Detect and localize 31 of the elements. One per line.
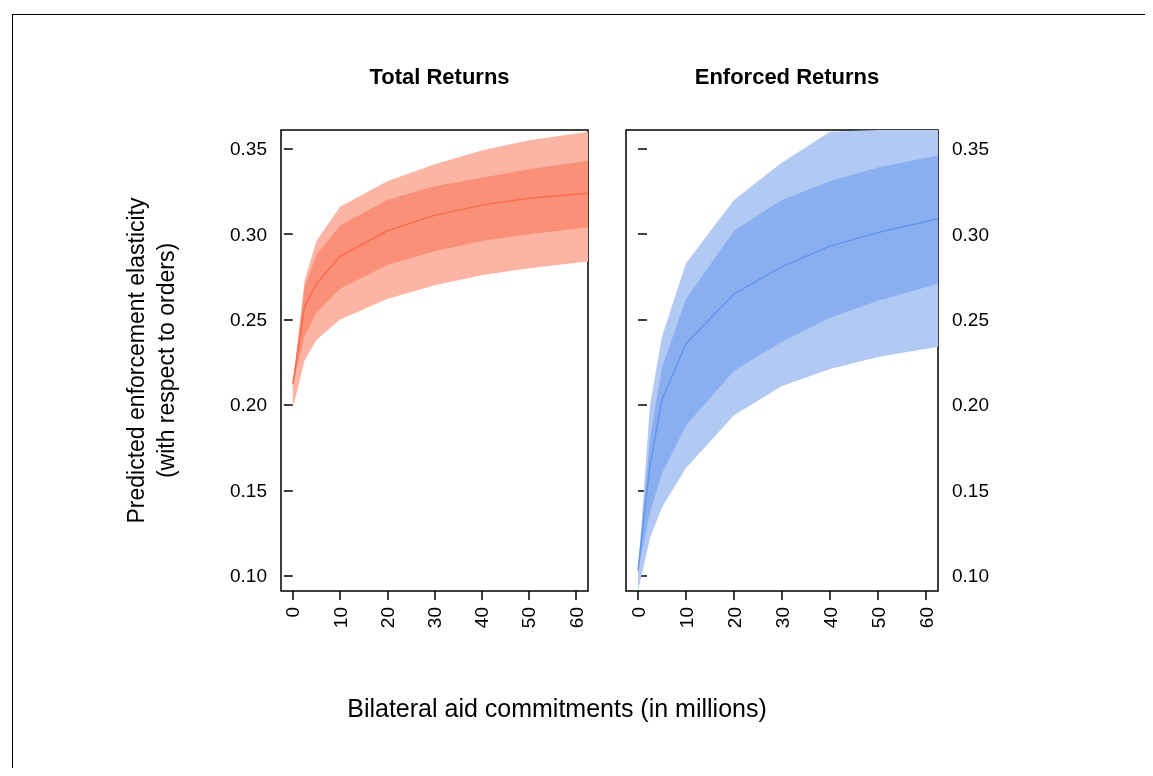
y2-tick-label: 0.25 bbox=[952, 309, 989, 331]
y-tick-label: 0.25 bbox=[230, 309, 267, 331]
x-tick-label: 20 bbox=[723, 607, 745, 629]
y2-tick-label: 0.30 bbox=[952, 223, 989, 245]
chart-title: Enforced Returns bbox=[694, 63, 880, 89]
x-tick-label: 60 bbox=[565, 607, 587, 629]
y2-tick-label: 0.20 bbox=[952, 394, 989, 416]
x-tick-label: 50 bbox=[867, 607, 889, 629]
x-tick-label: 60 bbox=[915, 607, 937, 629]
y-tick-label: 0.15 bbox=[230, 479, 267, 501]
x-tick-label: 40 bbox=[819, 607, 841, 629]
x-tick-label: 20 bbox=[376, 607, 398, 629]
x-tick-label: 10 bbox=[675, 607, 697, 629]
x-tick-label: 30 bbox=[771, 607, 793, 629]
y2-tick-label: 0.35 bbox=[952, 138, 989, 160]
y-tick-label: 0.35 bbox=[230, 138, 267, 160]
x-tick-label: 50 bbox=[518, 607, 540, 629]
x-tick-label: 10 bbox=[329, 607, 351, 629]
x-tick-label: 0 bbox=[627, 607, 649, 618]
x-tick-label: 30 bbox=[424, 607, 445, 629]
line-series bbox=[637, 218, 939, 572]
x-tick-label: 0 bbox=[282, 607, 304, 618]
x-tick-label: 40 bbox=[471, 607, 493, 629]
y-tick-label: 0.10 bbox=[230, 565, 267, 587]
y2-tick-label: 0.10 bbox=[952, 565, 989, 587]
y-axis-title: Predicted enforcement elasticity (with respect to orders) bbox=[123, 197, 179, 524]
chart-title: Total Returns bbox=[369, 63, 510, 89]
y-tick-label: 0.20 bbox=[230, 394, 267, 416]
y2-tick-label: 0.15 bbox=[952, 479, 989, 501]
y-tick-label: 0.30 bbox=[230, 223, 267, 245]
x-axis-title: Bilateral aid commitments (in millions) bbox=[346, 694, 768, 723]
